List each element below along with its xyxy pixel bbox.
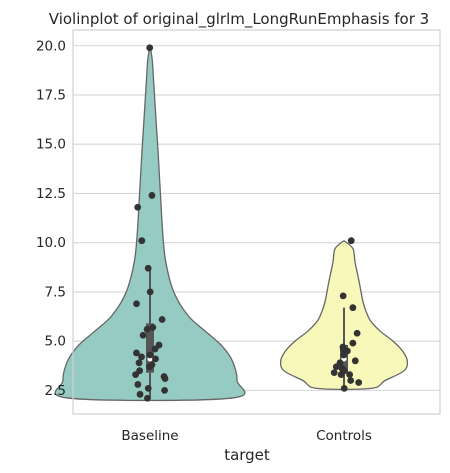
data-point (349, 304, 357, 312)
y-tick-label: 12.5 (36, 186, 66, 202)
data-point (136, 390, 144, 398)
data-point (144, 385, 152, 392)
data-point (337, 371, 345, 379)
plot-frame (72, 29, 441, 415)
y-tick-label: 2.5 (45, 383, 66, 399)
data-point (134, 203, 142, 211)
data-point (161, 375, 169, 382)
data-point (138, 353, 145, 361)
data-point (158, 316, 166, 323)
data-point (146, 44, 154, 52)
y-tick-label: 5.0 (45, 334, 66, 350)
data-point (132, 371, 140, 379)
data-point (346, 371, 354, 379)
data-point (349, 339, 357, 347)
data-point (347, 377, 355, 384)
iqr-box-baseline (146, 323, 154, 373)
x-tick-label: Controls (316, 428, 372, 444)
data-point (161, 386, 168, 394)
x-tick-label: Baseline (121, 428, 178, 444)
violins (54, 45, 409, 402)
data-point (143, 325, 151, 333)
y-tick-label: 10.0 (36, 235, 66, 251)
data-point (135, 359, 143, 367)
data-point (332, 363, 340, 371)
data-point (133, 349, 140, 357)
data-point (146, 288, 154, 296)
data-point (351, 357, 359, 365)
data-point (355, 379, 363, 386)
data-point (339, 292, 347, 300)
data-point (353, 329, 361, 337)
data-point (146, 351, 154, 359)
y-tick-label: 7.5 (45, 284, 66, 300)
x-axis-label: target (224, 446, 270, 464)
data-point (152, 355, 159, 363)
x-tick-labels: Baseline Controls (121, 428, 372, 444)
y-tick-label: 15.0 (36, 137, 66, 153)
chart-title: Violinplot of original_glrlm_LongRunEmph… (49, 10, 429, 29)
data-point (148, 192, 156, 199)
data-point (139, 331, 147, 339)
y-tick-labels: 2.5 5.0 7.5 10.0 12.5 15.0 17.5 20.0 (36, 38, 66, 399)
data-point (151, 345, 159, 353)
data-point (133, 300, 140, 308)
y-tick-label: 20.0 (36, 38, 66, 54)
data-point (347, 237, 355, 245)
data-point (144, 394, 151, 402)
y-tick-label: 17.5 (36, 87, 66, 103)
data-points (132, 44, 363, 402)
data-point (138, 237, 146, 245)
data-point (340, 385, 348, 392)
data-point (149, 323, 157, 331)
data-point (146, 363, 153, 371)
data-point (330, 369, 338, 377)
data-point (144, 264, 152, 272)
data-point (134, 381, 142, 388)
data-point (340, 351, 348, 359)
